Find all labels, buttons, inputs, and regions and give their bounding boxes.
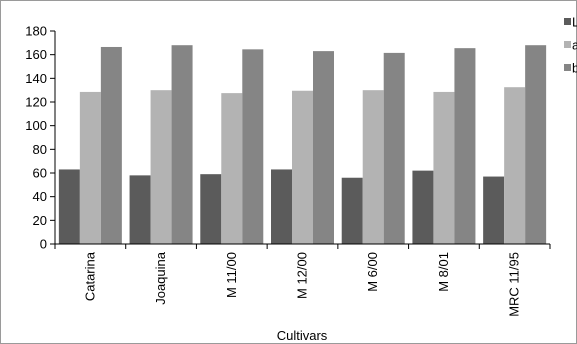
bar-a-1: [150, 90, 172, 245]
bar-b-6: [525, 45, 547, 245]
bar-L-6: [483, 176, 505, 244]
bar-a-2: [221, 93, 243, 244]
y-tick-label: 0: [40, 237, 47, 252]
legend-label-b: b: [572, 61, 577, 76]
bar-b-2: [242, 49, 264, 244]
axes-layer: [54, 31, 550, 245]
bar-b-1: [171, 45, 193, 245]
y-tick-label: 120: [25, 95, 47, 110]
bar-a-4: [362, 90, 384, 245]
bar-L-4: [341, 177, 363, 244]
legend-swatch-b: [564, 64, 571, 71]
bar-b-0: [100, 46, 122, 244]
y-ticks-layer: 0 20 40 60 80 100 120 140 160 180: [25, 24, 55, 252]
bar-a-0: [79, 91, 101, 244]
bar-L-5: [412, 170, 434, 244]
bar-b-3: [313, 51, 334, 244]
y-tick-label: 180: [25, 24, 47, 39]
x-tick-label: M 6/00: [365, 252, 380, 292]
legend-swatch-L: [564, 18, 571, 25]
bar-b-4: [383, 52, 405, 245]
bar-a-6: [504, 87, 526, 244]
x-tick-label: M 12/00: [295, 252, 310, 299]
x-tick-label: Joaquina: [153, 251, 168, 305]
legend-swatch-a: [564, 41, 571, 48]
x-axis-title: Cultivars: [277, 328, 328, 343]
y-tick-label: 40: [33, 189, 47, 204]
y-tick-label: 160: [25, 47, 47, 62]
bar-a-5: [433, 91, 455, 244]
y-tick-label: 140: [25, 71, 47, 86]
x-tick-label: MRC 11/95: [507, 252, 522, 317]
x-tick-label: M 11/00: [224, 252, 239, 298]
y-tick-label: 80: [33, 142, 47, 157]
legend: Lab: [564, 15, 577, 76]
x-tick-label: Catarina: [82, 251, 97, 301]
bar-L-3: [271, 169, 292, 244]
legend-label-a: a: [572, 38, 577, 53]
bar-L-0: [58, 169, 80, 244]
x-ticks-layer: Catarina Joaquina M 11/00 M 12/00 M 6/00 M 8/…: [54, 244, 551, 317]
y-tick-label: 60: [33, 166, 47, 181]
bar-L-1: [129, 175, 151, 244]
bar-L-2: [200, 174, 222, 244]
x-tick-label: M 8/01: [436, 252, 451, 292]
bar-b-5: [454, 48, 476, 245]
y-tick-label: 20: [33, 213, 47, 228]
bars-layer: [58, 45, 547, 245]
bar-a-3: [292, 90, 313, 244]
y-tick-label: 100: [25, 118, 47, 133]
legend-label-L: L: [572, 15, 577, 30]
